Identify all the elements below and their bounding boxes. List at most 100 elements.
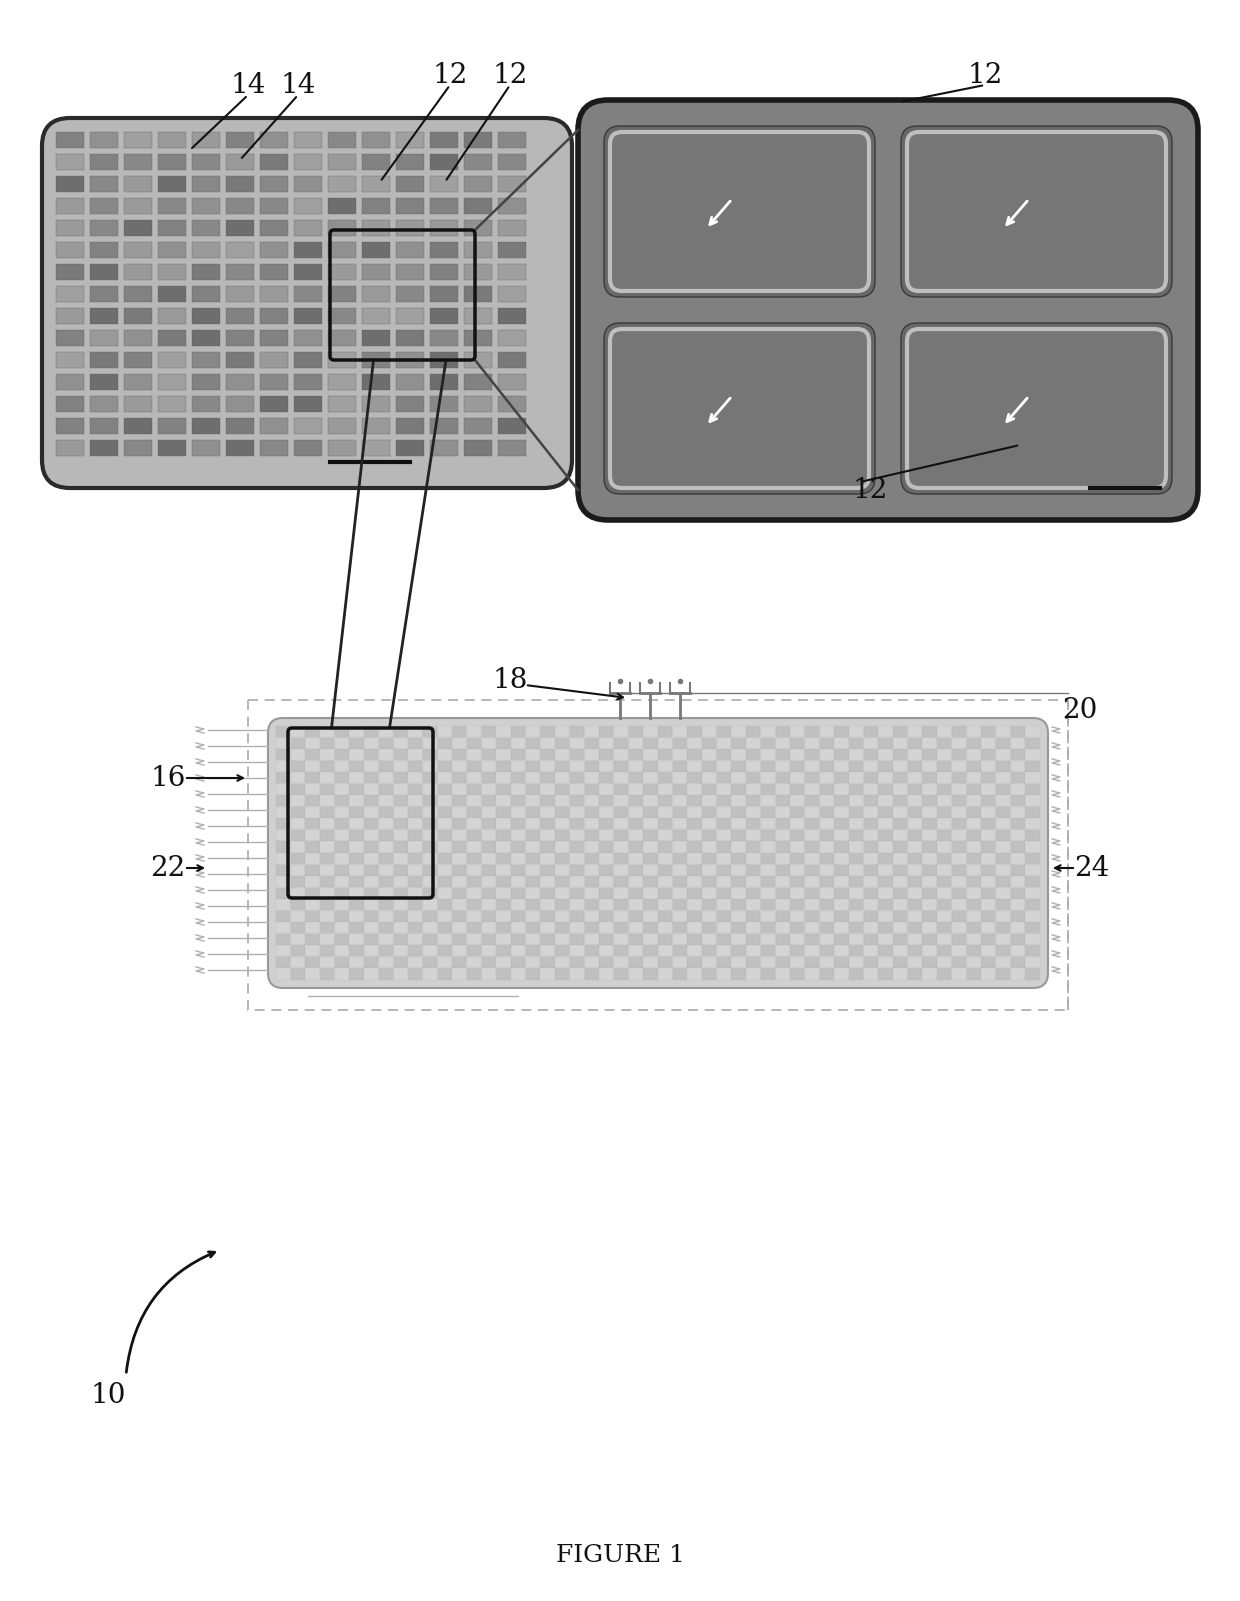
Bar	[481, 772, 496, 783]
Bar	[878, 760, 893, 772]
Bar	[393, 969, 408, 980]
Bar	[320, 933, 335, 945]
Bar	[732, 842, 745, 852]
Bar	[805, 957, 820, 969]
Bar	[672, 911, 687, 922]
Bar	[658, 922, 672, 933]
Bar	[629, 842, 642, 852]
Bar	[790, 853, 805, 865]
Bar	[937, 922, 951, 933]
Bar	[467, 911, 481, 922]
Bar	[124, 242, 153, 258]
Bar	[966, 818, 981, 829]
Bar	[790, 900, 805, 911]
Bar	[584, 772, 599, 783]
Bar	[496, 796, 511, 807]
Bar	[732, 772, 745, 783]
Bar	[614, 760, 629, 772]
Bar	[761, 842, 775, 852]
Bar	[393, 887, 408, 898]
Bar	[878, 725, 893, 736]
Bar	[629, 818, 642, 829]
Bar	[379, 853, 393, 865]
Bar	[467, 900, 481, 911]
Bar	[464, 131, 492, 147]
Bar	[511, 945, 526, 956]
Bar	[453, 807, 466, 818]
Bar	[775, 933, 790, 945]
Bar	[570, 922, 584, 933]
Bar	[1011, 922, 1024, 933]
Bar	[226, 199, 254, 215]
Bar	[761, 725, 775, 736]
Bar	[672, 725, 687, 736]
Bar	[541, 933, 554, 945]
Bar	[556, 772, 569, 783]
Bar	[335, 969, 348, 980]
Bar	[481, 749, 496, 760]
Bar	[702, 900, 717, 911]
Bar	[396, 375, 424, 391]
Bar	[805, 900, 820, 911]
Bar	[717, 865, 730, 876]
Bar	[277, 911, 290, 922]
Bar	[260, 307, 288, 323]
Bar	[614, 829, 629, 841]
Bar	[584, 969, 599, 980]
Bar	[996, 772, 1011, 783]
Bar	[396, 287, 424, 303]
Bar	[996, 796, 1011, 807]
Bar	[805, 772, 820, 783]
Bar	[775, 945, 790, 956]
Bar	[923, 749, 936, 760]
Bar	[702, 865, 717, 876]
Bar	[464, 307, 492, 323]
Bar	[614, 818, 629, 829]
Bar	[290, 738, 305, 749]
Bar	[893, 900, 908, 911]
Bar	[702, 784, 717, 794]
Bar	[277, 796, 290, 807]
Bar	[379, 772, 393, 783]
Bar	[526, 945, 539, 956]
Bar	[192, 330, 219, 346]
Bar	[761, 876, 775, 887]
Bar	[775, 876, 790, 887]
Bar	[893, 772, 908, 783]
Bar	[775, 725, 790, 736]
Bar	[408, 865, 423, 876]
Bar	[430, 154, 458, 170]
Bar	[335, 760, 348, 772]
Bar	[408, 957, 423, 969]
Bar	[496, 725, 511, 736]
Bar	[124, 418, 153, 434]
Bar	[305, 887, 320, 898]
Bar	[599, 887, 614, 898]
Bar	[320, 887, 335, 898]
Bar	[329, 395, 356, 411]
Bar	[937, 969, 951, 980]
Bar	[453, 749, 466, 760]
Bar	[805, 784, 820, 794]
Bar	[396, 352, 424, 368]
Bar	[937, 725, 951, 736]
Bar	[952, 784, 966, 794]
Bar	[498, 199, 526, 215]
Bar	[91, 287, 118, 303]
Bar	[453, 818, 466, 829]
Bar	[396, 131, 424, 147]
Bar	[511, 738, 526, 749]
Bar	[835, 725, 848, 736]
Bar	[864, 945, 878, 956]
Bar	[629, 969, 642, 980]
Bar	[350, 865, 363, 876]
Bar	[396, 242, 424, 258]
Bar	[365, 749, 378, 760]
Bar	[599, 796, 614, 807]
Bar	[362, 395, 391, 411]
Bar	[878, 807, 893, 818]
Bar	[379, 749, 393, 760]
Bar	[996, 829, 1011, 841]
Bar	[320, 900, 335, 911]
Bar	[438, 887, 451, 898]
